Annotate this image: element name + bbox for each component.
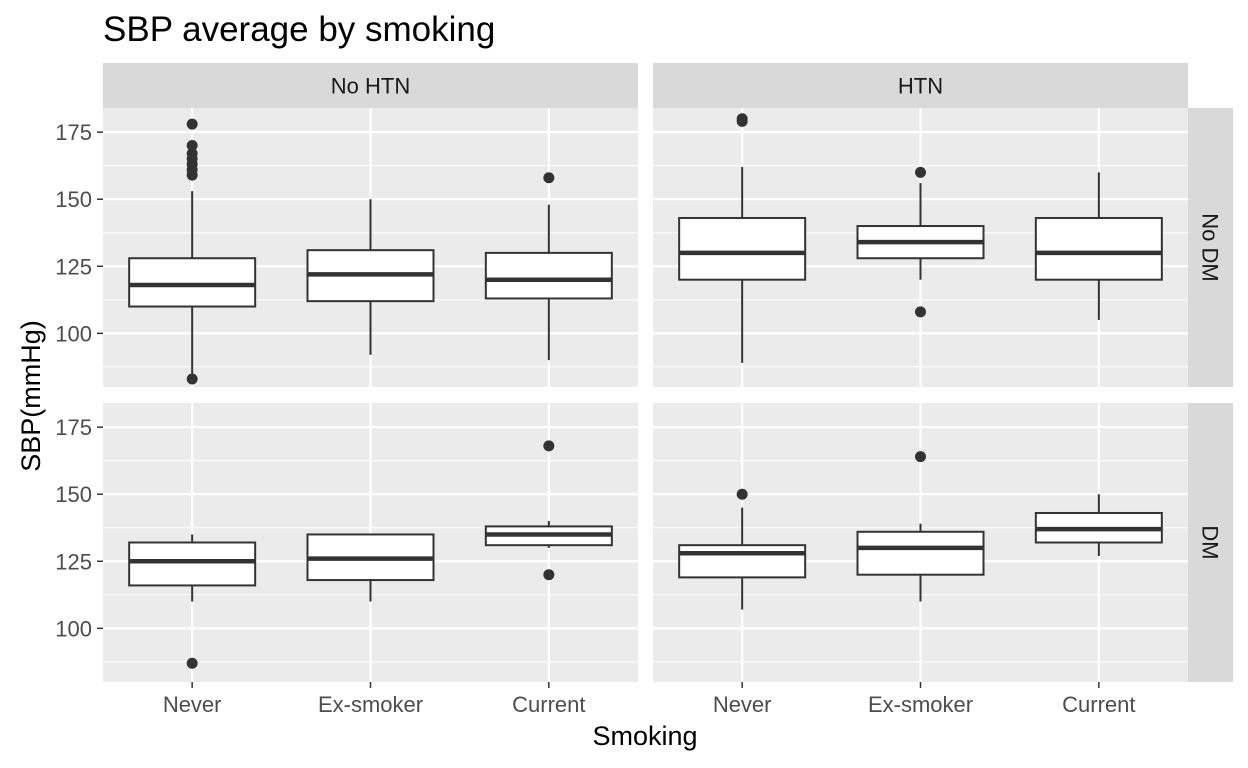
outlier-point [915, 166, 926, 178]
strip-label-htn: HTN [898, 74, 943, 99]
outlier-point [543, 172, 555, 184]
boxplot-ex-smoker [306, 533, 435, 602]
boxplot-ex-smoker [306, 199, 435, 355]
strip-label-no-dm: No DM [1198, 213, 1223, 281]
box [128, 541, 257, 587]
x-tick-label-current: Current [1062, 692, 1135, 717]
boxplot-current [484, 172, 613, 361]
boxplot-current [1034, 172, 1163, 320]
x-tick-label-ex-smoker: Ex-smoker [318, 692, 423, 717]
panel-htn-dm [653, 403, 1188, 682]
facet-panels: No HTN HTN No DM DM 100 125 150 175 100 125 150 175… [55, 63, 1233, 717]
x-tick-label-current: Current [512, 692, 585, 717]
box [678, 544, 807, 579]
y-axis-title: SBP(mmHg) [16, 320, 46, 472]
boxplot-never [678, 113, 807, 363]
y-tick-label: 150 [55, 482, 92, 507]
boxplot-never [678, 488, 807, 610]
box [128, 257, 257, 308]
outlier-point [736, 488, 748, 500]
x-tick-label-never: Never [163, 692, 222, 717]
outlier-point [186, 373, 198, 385]
outlier-point [186, 118, 198, 130]
strip-label-no-htn: No HTN [331, 74, 410, 99]
outlier-point [543, 569, 555, 581]
y-tick-label: 125 [55, 549, 92, 574]
box [1034, 216, 1163, 281]
strip-dm [1188, 403, 1233, 682]
y-tick-label: 175 [55, 415, 92, 440]
strip-no-dm [1188, 108, 1233, 387]
x-tick-label-ex-smoker: Ex-smoker [868, 692, 973, 717]
y-tick-label: 175 [55, 120, 92, 145]
box [856, 530, 985, 576]
boxplot-ex-smoker [856, 166, 985, 318]
boxplot-current [484, 440, 613, 581]
boxplot-ex-smoker [856, 451, 985, 602]
y-tick-label: 100 [55, 321, 92, 346]
strip-no-htn [103, 63, 638, 108]
y-tick-label: 125 [55, 254, 92, 279]
panel-htn-no-dm [653, 108, 1188, 387]
x-tick-label-never: Never [713, 692, 772, 717]
box [484, 251, 613, 300]
panel-no-htn-no-dm [103, 108, 638, 387]
outlier-point [736, 113, 748, 125]
boxplot-never [128, 534, 257, 669]
chart-title: SBP average by smoking [103, 10, 495, 49]
strip-label-dm: DM [1198, 525, 1223, 559]
outlier-point [186, 140, 198, 152]
panel-no-htn-dm [103, 403, 638, 682]
outlier-point [543, 440, 555, 452]
boxplot-never [128, 118, 257, 385]
strip-htn [653, 63, 1188, 108]
outlier-point [186, 148, 198, 160]
x-axis-title: Smoking [592, 721, 697, 751]
outlier-point [186, 657, 198, 669]
y-tick-label: 150 [55, 187, 92, 212]
y-tick-label: 100 [55, 616, 92, 641]
outlier-point [915, 451, 926, 463]
box [678, 216, 807, 281]
outlier-point [915, 306, 926, 318]
boxplot-current [1034, 494, 1163, 556]
